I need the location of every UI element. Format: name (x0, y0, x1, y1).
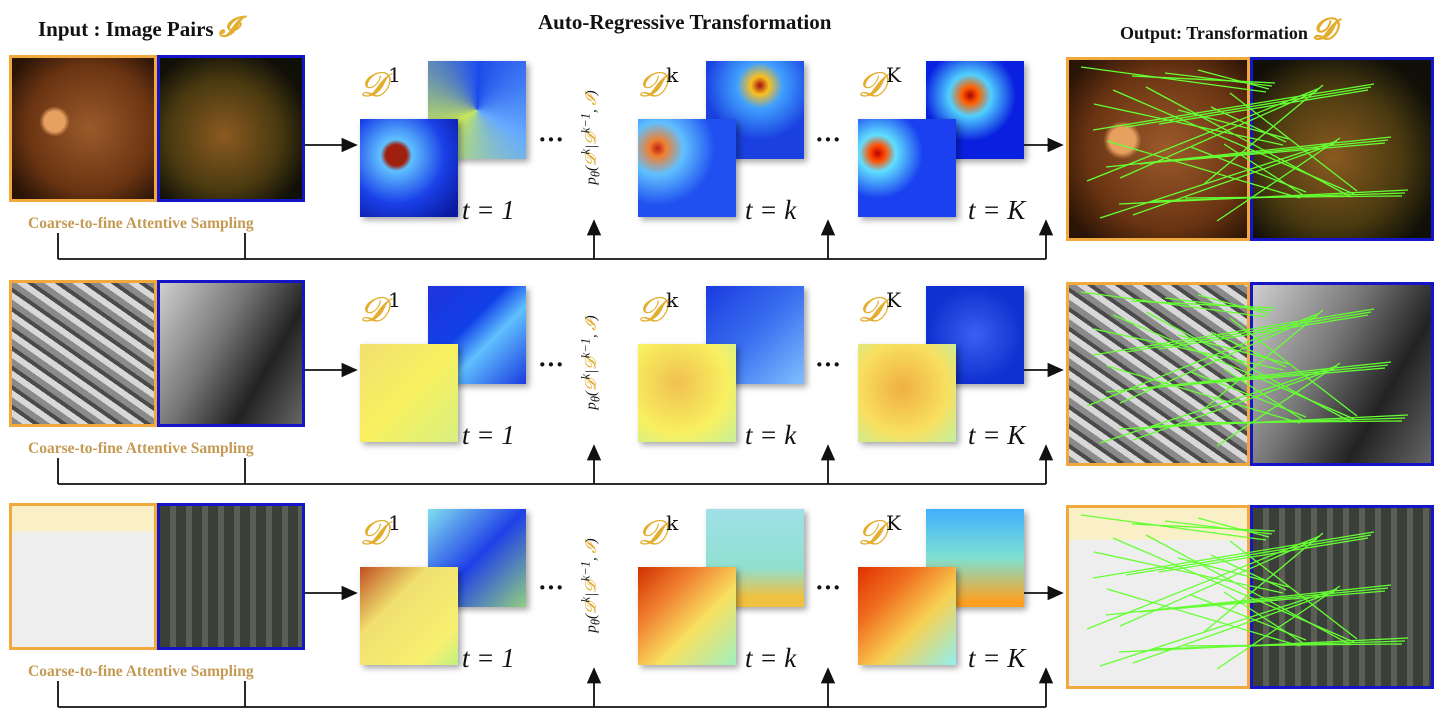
d-symbol: 𝓓 (360, 65, 387, 105)
d-superscript: K (886, 63, 902, 87)
output-source (1066, 282, 1250, 466)
row-industrial-heatmap-front-0 (360, 344, 458, 442)
row-map-satellite-source-image (9, 503, 157, 650)
row-map-satellite-t-label-1: t = k (745, 643, 797, 673)
row-industrial-heatmap-front-2 (858, 344, 956, 442)
d-symbol: 𝓓 (858, 65, 885, 105)
row-map-satellite-t-label-0: t = 1 (462, 643, 515, 673)
row-retina-dots-2: ··· (815, 125, 842, 154)
row-map-satellite-heatmap-front-1 (638, 567, 736, 665)
row-industrial-heatmap-front-1 (638, 344, 736, 442)
row-retina-source-image (9, 55, 157, 202)
row-industrial-prob-label: pθ(𝓓k|𝓓k−1, 𝓘) (578, 315, 603, 410)
row-industrial-output-image (1066, 282, 1434, 466)
row-industrial-source-image (9, 280, 157, 427)
match-lines (1080, 66, 1409, 222)
row-industrial-dots-1: ··· (538, 350, 565, 379)
d-symbol: 𝓓 (638, 65, 665, 105)
row-retina-heatmap-front-2 (858, 119, 956, 217)
row-retina-t-label-0: t = 1 (462, 195, 515, 225)
d-superscript: k (666, 288, 679, 312)
row-retina-prob-label: pθ(𝓓k|𝓓k−1, 𝓘) (578, 90, 603, 185)
row-retina-t-label-1: t = k (745, 195, 797, 225)
output-source (1066, 505, 1250, 689)
d-superscript: 1 (388, 288, 401, 312)
row-retina-output-image (1066, 57, 1434, 241)
output-symbol: 𝓓 (1312, 12, 1336, 47)
d-symbol: 𝓓 (858, 290, 885, 330)
row-retina-sampling-label: Coarse-to-fine Attentive Sampling (28, 215, 254, 232)
row-map-satellite-heatmap-front-0 (360, 567, 458, 665)
d-superscript: k (666, 511, 679, 535)
row-retina-target-image (157, 55, 305, 202)
match-lines (1080, 514, 1409, 670)
row-industrial-t-label-2: t = K (968, 420, 1026, 450)
row-map-satellite-heatmap-front-2 (858, 567, 956, 665)
row-industrial-dots-2: ··· (815, 350, 842, 379)
d-symbol: 𝓓 (360, 513, 387, 553)
match-lines (1080, 291, 1409, 447)
output-header: Output: Transformation 𝓓 (1120, 12, 1335, 47)
output-label: Output: Transformation (1120, 23, 1308, 43)
row-retina-heatmap-front-0 (360, 119, 458, 217)
row-map-satellite-output-image (1066, 505, 1434, 689)
row-map-satellite-sampling-label: Coarse-to-fine Attentive Sampling (28, 663, 254, 680)
row-industrial-t-label-0: t = 1 (462, 420, 515, 450)
d-symbol: 𝓓 (360, 290, 387, 330)
row-industrial-sampling-label: Coarse-to-fine Attentive Sampling (28, 440, 254, 457)
input-header: Input : Image Pairs 𝓘 (38, 10, 238, 44)
row-map-satellite-target-image (157, 503, 305, 650)
row-retina-dots-1: ··· (538, 125, 565, 154)
row-industrial-t-label-1: t = k (745, 420, 797, 450)
d-superscript: K (886, 511, 902, 535)
row-map-satellite-prob-label: pθ(𝓓k|𝓓k−1, 𝓘) (578, 538, 603, 633)
d-superscript: K (886, 288, 902, 312)
d-symbol: 𝓓 (858, 513, 885, 553)
input-symbol: 𝓘 (218, 10, 238, 43)
d-symbol: 𝓓 (638, 290, 665, 330)
row-retina-t-label-2: t = K (968, 195, 1026, 225)
input-label: Input : Image Pairs (38, 17, 214, 41)
row-retina-heatmap-front-1 (638, 119, 736, 217)
d-superscript: k (666, 63, 679, 87)
d-symbol: 𝓓 (638, 513, 665, 553)
row-industrial-target-image (157, 280, 305, 427)
row-map-satellite-t-label-2: t = K (968, 643, 1026, 673)
row-map-satellite-dots-2: ··· (815, 573, 842, 602)
d-superscript: 1 (388, 511, 401, 535)
d-superscript: 1 (388, 63, 401, 87)
center-title: Auto-Regressive Transformation (538, 10, 832, 34)
row-map-satellite-dots-1: ··· (538, 573, 565, 602)
